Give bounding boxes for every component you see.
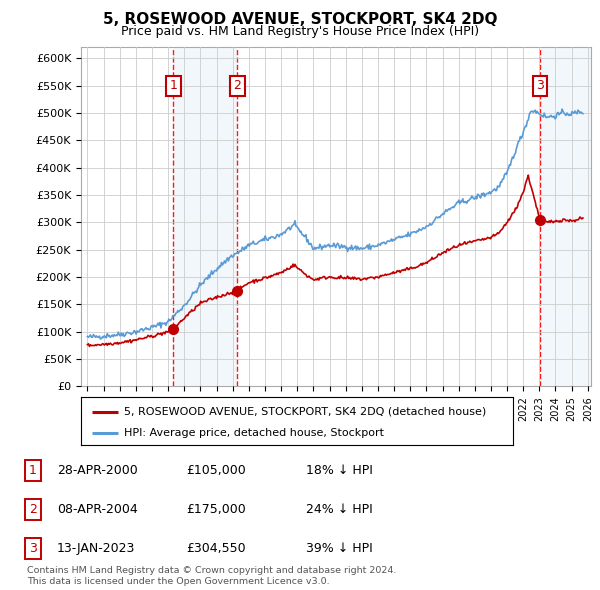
Text: £175,000: £175,000: [186, 503, 246, 516]
Text: This data is licensed under the Open Government Licence v3.0.: This data is licensed under the Open Gov…: [27, 577, 329, 586]
Text: 24% ↓ HPI: 24% ↓ HPI: [306, 503, 373, 516]
Text: 1: 1: [29, 464, 37, 477]
Text: 13-JAN-2023: 13-JAN-2023: [57, 542, 136, 555]
Text: 5, ROSEWOOD AVENUE, STOCKPORT, SK4 2DQ (detached house): 5, ROSEWOOD AVENUE, STOCKPORT, SK4 2DQ (…: [124, 407, 487, 417]
Text: 39% ↓ HPI: 39% ↓ HPI: [306, 542, 373, 555]
Text: 18% ↓ HPI: 18% ↓ HPI: [306, 464, 373, 477]
Text: 08-APR-2004: 08-APR-2004: [57, 503, 138, 516]
Text: 28-APR-2000: 28-APR-2000: [57, 464, 138, 477]
Text: 1: 1: [169, 79, 177, 92]
Text: 2: 2: [233, 79, 241, 92]
Bar: [540, 47, 591, 386]
Text: Price paid vs. HM Land Registry's House Price Index (HPI): Price paid vs. HM Land Registry's House …: [121, 25, 479, 38]
Bar: [173, 47, 237, 386]
Text: Contains HM Land Registry data © Crown copyright and database right 2024.: Contains HM Land Registry data © Crown c…: [27, 566, 397, 575]
Text: £105,000: £105,000: [186, 464, 246, 477]
Text: 3: 3: [536, 79, 544, 92]
Text: 3: 3: [29, 542, 37, 555]
Text: 2: 2: [29, 503, 37, 516]
Text: 5, ROSEWOOD AVENUE, STOCKPORT, SK4 2DQ: 5, ROSEWOOD AVENUE, STOCKPORT, SK4 2DQ: [103, 12, 497, 27]
Text: HPI: Average price, detached house, Stockport: HPI: Average price, detached house, Stoc…: [124, 428, 384, 438]
Text: £304,550: £304,550: [186, 542, 245, 555]
Bar: [540, 47, 591, 386]
